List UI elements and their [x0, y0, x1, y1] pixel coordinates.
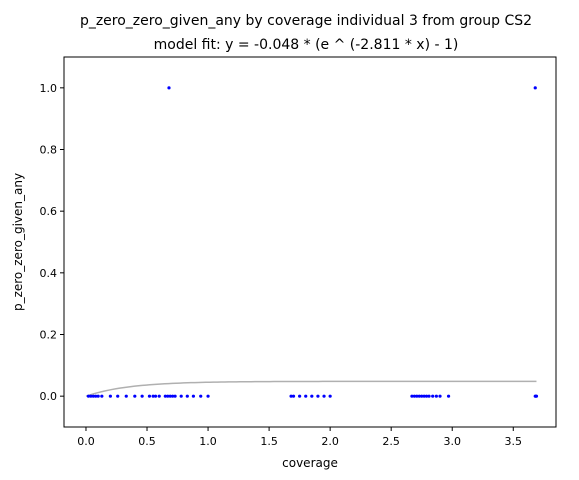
data-point: [185, 394, 189, 398]
data-point: [422, 394, 426, 398]
data-point: [534, 394, 539, 398]
data-point: [420, 394, 424, 398]
x-tick-label: 3.0: [443, 435, 461, 448]
x-tick-label: 1.5: [260, 435, 278, 448]
data-point: [427, 394, 431, 398]
chart-title: p_zero_zero_given_any by coverage indivi…: [80, 13, 532, 29]
chart-subtitle: model fit: y = -0.048 * (e ^ (-2.811 * x…: [154, 37, 459, 53]
data-point: [316, 394, 320, 398]
data-point: [322, 394, 326, 398]
x-tick-label: 0.5: [138, 435, 156, 448]
data-point: [91, 394, 95, 398]
y-tick-label: 0.0: [40, 390, 58, 403]
data-point: [133, 394, 137, 398]
data-point: [191, 394, 196, 398]
data-point: [168, 394, 172, 398]
data-point: [96, 394, 100, 398]
data-point: [157, 394, 161, 398]
y-tick-label: 1.0: [40, 82, 58, 95]
x-tick-label: 3.5: [505, 435, 523, 448]
x-tick-label: 0.0: [77, 435, 95, 448]
data-point: [151, 394, 155, 398]
x-axis-ticks: 0.0 0.5 1.0 1.5 2.0 2.5 3.0 3.5: [77, 427, 522, 448]
data-point: [412, 394, 416, 398]
data-point: [166, 394, 170, 398]
data-point: [108, 394, 112, 398]
plot-area-frame: [63, 56, 557, 428]
data-point: [89, 394, 93, 398]
y-axis-label: p_zero_zero_given_any: [11, 173, 25, 311]
data-point: [153, 394, 158, 398]
data-point: [417, 394, 421, 398]
y-tick-label: 0.2: [40, 329, 58, 342]
data-point: [446, 394, 451, 398]
data-points: [86, 86, 539, 398]
data-point: [410, 394, 414, 398]
data-point: [140, 394, 144, 398]
data-point: [206, 394, 210, 398]
data-point: [415, 394, 419, 398]
data-point: [86, 394, 91, 398]
data-point: [434, 394, 438, 398]
data-point: [100, 394, 104, 398]
data-point: [533, 86, 537, 90]
data-point: [304, 394, 308, 398]
y-tick-label: 0.6: [40, 205, 58, 218]
data-point: [147, 394, 152, 398]
data-point: [116, 394, 120, 398]
x-tick-label: 2.5: [382, 435, 400, 448]
data-point: [289, 394, 293, 398]
model-fit-line: [85, 380, 537, 397]
data-point: [179, 394, 183, 398]
data-point: [173, 394, 177, 398]
x-tick-label: 2.0: [321, 435, 339, 448]
data-point: [328, 394, 332, 398]
data-point: [431, 394, 435, 398]
data-point: [291, 394, 296, 398]
data-point: [124, 394, 128, 398]
data-point: [298, 394, 302, 398]
x-axis-label: coverage: [282, 456, 338, 470]
y-tick-label: 0.4: [40, 267, 58, 280]
data-point: [310, 394, 314, 398]
data-point: [171, 394, 175, 398]
data-point: [438, 394, 442, 398]
data-point: [424, 394, 429, 398]
y-axis-ticks: 0.0 0.2 0.4 0.6 0.8 1.0: [40, 82, 64, 403]
x-tick-label: 1.0: [199, 435, 217, 448]
data-point: [199, 394, 203, 398]
data-point: [94, 394, 98, 398]
data-point: [163, 394, 167, 398]
data-point: [167, 86, 171, 90]
y-tick-label: 0.8: [40, 144, 58, 157]
